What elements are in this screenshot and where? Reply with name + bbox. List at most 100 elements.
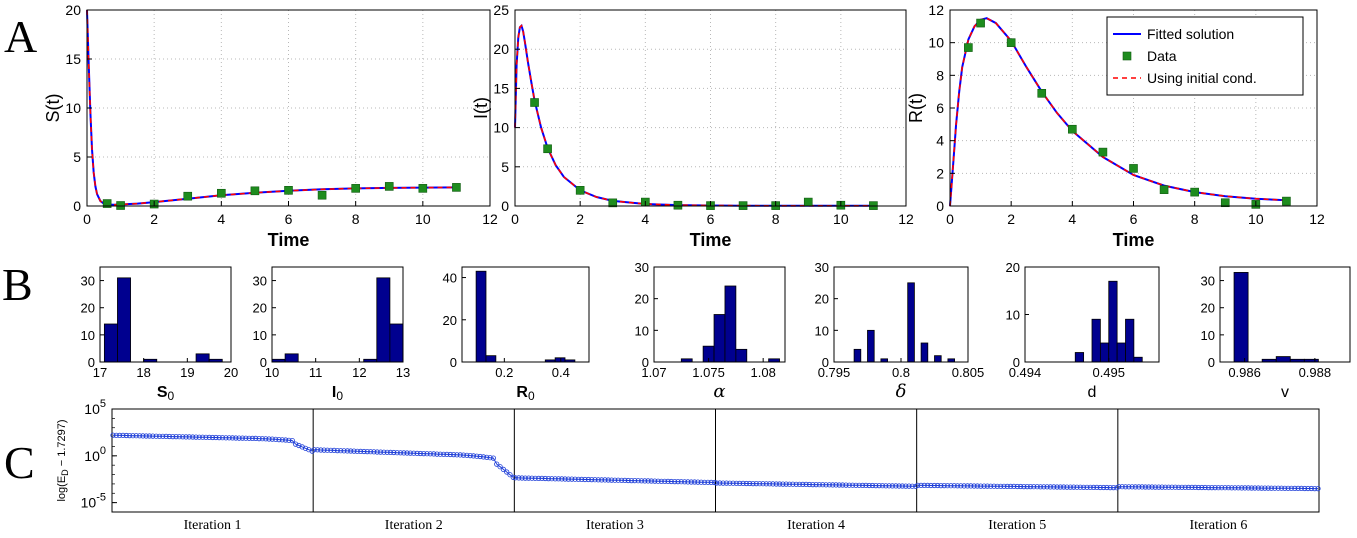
convergence-point — [133, 433, 139, 439]
histogram-bar — [1108, 280, 1118, 363]
x-tick-label: 8 — [352, 211, 360, 227]
convergence-point — [123, 432, 129, 439]
convergence-point — [276, 436, 282, 443]
convergence-point — [612, 477, 618, 483]
convergence-point — [361, 448, 367, 455]
convergence-point — [806, 481, 813, 488]
convergence-point — [173, 433, 179, 440]
convergence-point — [140, 433, 146, 439]
convergence-point — [364, 448, 370, 455]
convergence-point — [813, 481, 819, 488]
convergence-point — [539, 475, 545, 481]
data-point — [1220, 198, 1230, 208]
data-point — [384, 182, 394, 191]
convergence-point — [1061, 484, 1067, 490]
panel-letter-a: A — [4, 11, 37, 62]
iteration-label: Iteration 5 — [988, 518, 1046, 533]
convergence-point — [750, 480, 756, 487]
x-tick-label: 4 — [1068, 211, 1076, 227]
histogram-bar — [713, 314, 726, 363]
convergence-point — [1101, 484, 1107, 491]
convergence-point — [896, 483, 902, 489]
convergence-point — [763, 481, 769, 487]
convergence-point — [1169, 484, 1175, 490]
convergence-point — [110, 432, 116, 438]
histogram-bar — [1116, 342, 1126, 363]
x-tick-label: 10 — [1248, 211, 1264, 227]
convergence-point — [638, 478, 645, 484]
convergence-point — [984, 483, 991, 489]
y-tick-label: 10 — [493, 120, 509, 136]
convergence-point — [163, 433, 169, 439]
histogram-bar — [554, 357, 566, 363]
convergence-point — [856, 482, 862, 488]
convergence-point — [691, 479, 698, 485]
convergence-point — [374, 449, 380, 455]
x-tick-label: 10 — [833, 211, 849, 227]
convergence-point — [948, 483, 954, 489]
x-tick-label: 1.08 — [751, 365, 776, 380]
histogram-x-label: I0 — [332, 384, 343, 403]
convergence-point — [866, 482, 872, 489]
x-tick-label: 13 — [396, 365, 410, 380]
iteration-label: Iteration 1 — [184, 518, 242, 533]
convergence-point — [263, 436, 269, 442]
convergence-point — [1027, 483, 1034, 490]
convergence-point — [196, 434, 202, 440]
convergence-point — [652, 478, 658, 484]
histogram-bar — [117, 277, 131, 363]
convergence-point — [859, 482, 866, 488]
convergence-point — [770, 481, 776, 487]
convergence-point — [253, 435, 259, 441]
convergence-point — [810, 481, 816, 488]
convergence-point — [490, 455, 496, 461]
convergence-line — [917, 484, 1117, 489]
legend: Fitted solution Data Using initial cond. — [1106, 16, 1304, 96]
convergence-point — [766, 481, 773, 487]
y-tick-label: 30 — [1201, 274, 1215, 289]
convergence-point — [618, 477, 625, 483]
axes-frame — [271, 266, 404, 363]
y-axis-label: R(t) — [906, 93, 926, 123]
convergence-point — [678, 479, 684, 485]
convergence-point — [1265, 485, 1271, 491]
convergence-point — [387, 449, 394, 455]
convergence-point — [200, 434, 206, 440]
convergence-point — [708, 479, 714, 485]
convergence-point — [1278, 485, 1285, 491]
convergence-point — [592, 477, 598, 483]
convergence-point — [1097, 484, 1103, 491]
convergence-point — [602, 477, 608, 483]
convergence-point — [605, 477, 611, 483]
x-tick-label: 6 — [1130, 211, 1138, 227]
y-tick-label: 30 — [81, 274, 95, 289]
convergence-point — [474, 453, 480, 459]
convergence-point — [1142, 484, 1149, 490]
convergence-point — [249, 435, 255, 441]
data-point — [418, 184, 428, 193]
convergence-point — [535, 475, 542, 481]
x-tick-label: 2 — [150, 211, 158, 227]
convergence-point — [628, 477, 635, 484]
x-tick-label: 0.795 — [818, 365, 851, 380]
convergence-point — [1037, 484, 1044, 490]
data-point — [1159, 185, 1169, 194]
convergence-point — [213, 434, 219, 441]
convergence-point — [156, 433, 163, 439]
convergence-point — [747, 480, 753, 487]
convergence-point — [341, 448, 347, 454]
convergence-point — [776, 481, 783, 487]
convergence-point — [210, 434, 216, 441]
convergence-point — [1122, 484, 1129, 490]
histogram-bar — [907, 282, 915, 363]
y-tick-label: 30 — [253, 274, 267, 289]
convergence-point — [589, 476, 595, 483]
y-tick-label: 20 — [1201, 301, 1215, 316]
convergence-point — [1182, 484, 1188, 490]
legend-initial-label: Using initial cond. — [1147, 70, 1257, 86]
convergence-point — [150, 433, 156, 439]
convergence-point — [470, 453, 477, 459]
convergence-point — [906, 483, 912, 489]
y-tick-label: 0 — [936, 198, 944, 214]
